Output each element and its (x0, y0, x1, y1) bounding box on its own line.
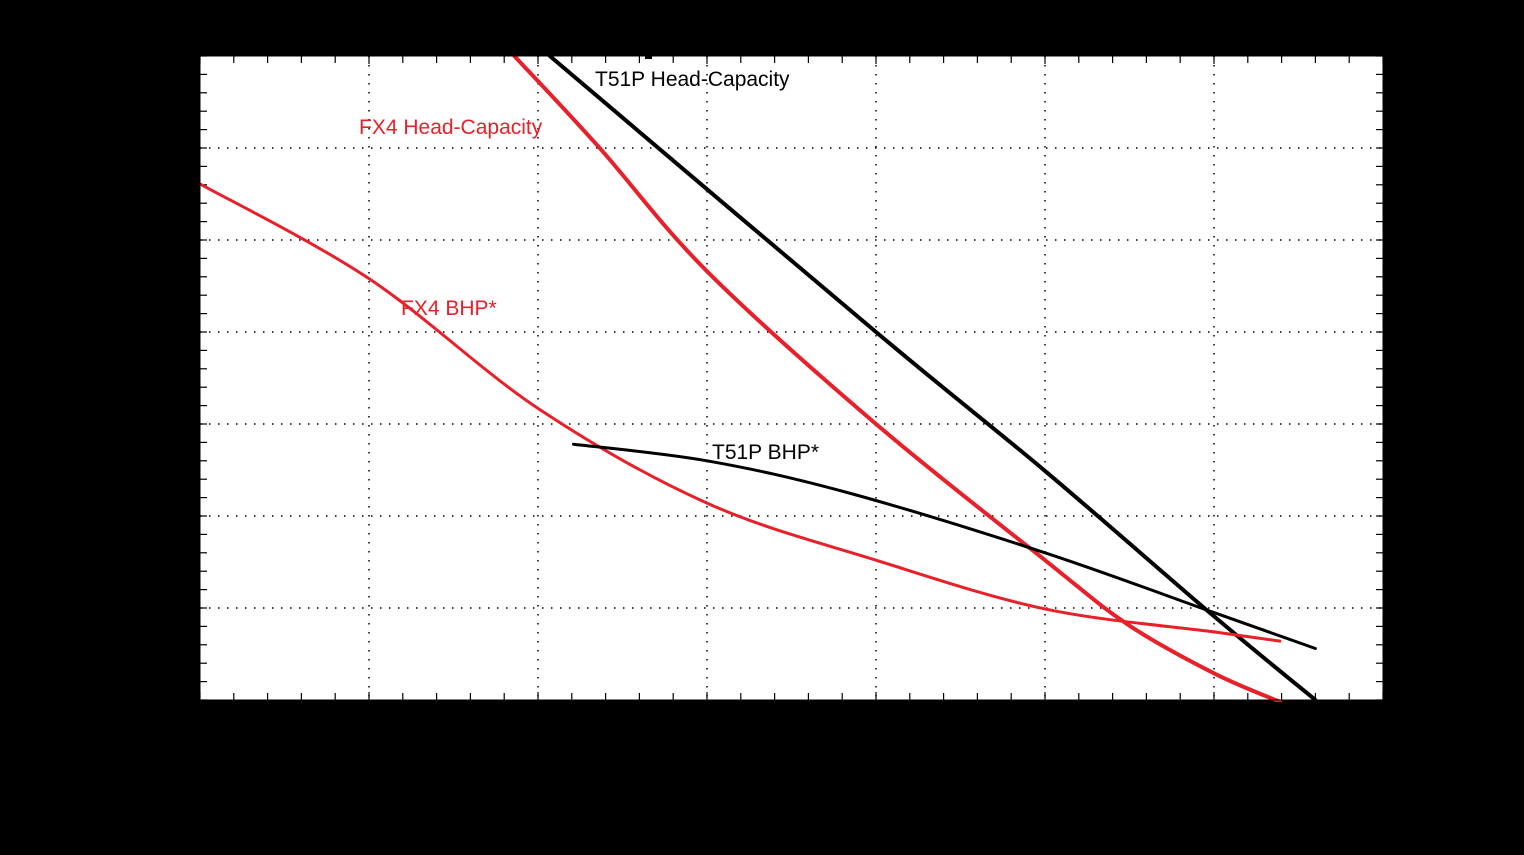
series-fx4-bhp (200, 182, 1282, 643)
series-t51p-bhp (571, 442, 1317, 650)
label-fx4-bhp: FX4 BHP* (401, 297, 497, 320)
label-t51p-head-capacity: T51P Head-Capacity (595, 68, 790, 91)
series-t51p-head-capacity (547, 56, 1318, 702)
axis-ticks (199, 55, 1384, 701)
label-fx4-head-capacity: FX4 Head-Capacity (359, 116, 543, 139)
label-t51p-bhp: T51P BHP* (712, 441, 819, 464)
plot-frame (199, 55, 1384, 701)
series-lines (200, 56, 1318, 702)
plot-background (200, 56, 1383, 700)
series-fx4-head-capacity (512, 56, 1282, 702)
top-marker (645, 54, 652, 59)
